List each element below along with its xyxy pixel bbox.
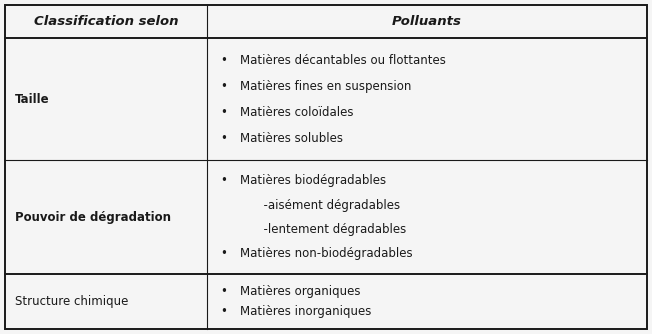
Text: Matières biodégradables: Matières biodégradables [240,174,386,187]
Text: Structure chimique: Structure chimique [15,295,128,308]
Text: Matières solubles: Matières solubles [240,132,343,145]
Text: Pouvoir de dégradation: Pouvoir de dégradation [15,211,171,224]
Text: Matières inorganiques: Matières inorganiques [240,305,371,318]
Text: Polluants: Polluants [392,15,462,28]
Text: -aisément dégradables: -aisément dégradables [256,199,400,211]
Text: Matières non-biodégradables: Matières non-biodégradables [240,247,413,260]
Text: Matières fines en suspension: Matières fines en suspension [240,80,411,93]
Text: •: • [220,54,227,67]
Text: •: • [220,106,227,119]
Text: Matières décantables ou flottantes: Matières décantables ou flottantes [240,54,446,67]
Text: Classification selon: Classification selon [34,15,179,28]
Text: Taille: Taille [15,93,50,106]
Text: •: • [220,174,227,187]
Text: -lentement dégradables: -lentement dégradables [256,223,406,236]
Text: •: • [220,285,227,298]
Text: •: • [220,80,227,93]
Text: •: • [220,305,227,318]
Text: Matières coloïdales: Matières coloïdales [240,106,353,119]
Text: •: • [220,247,227,260]
Text: •: • [220,132,227,145]
Text: Matières organiques: Matières organiques [240,285,361,298]
